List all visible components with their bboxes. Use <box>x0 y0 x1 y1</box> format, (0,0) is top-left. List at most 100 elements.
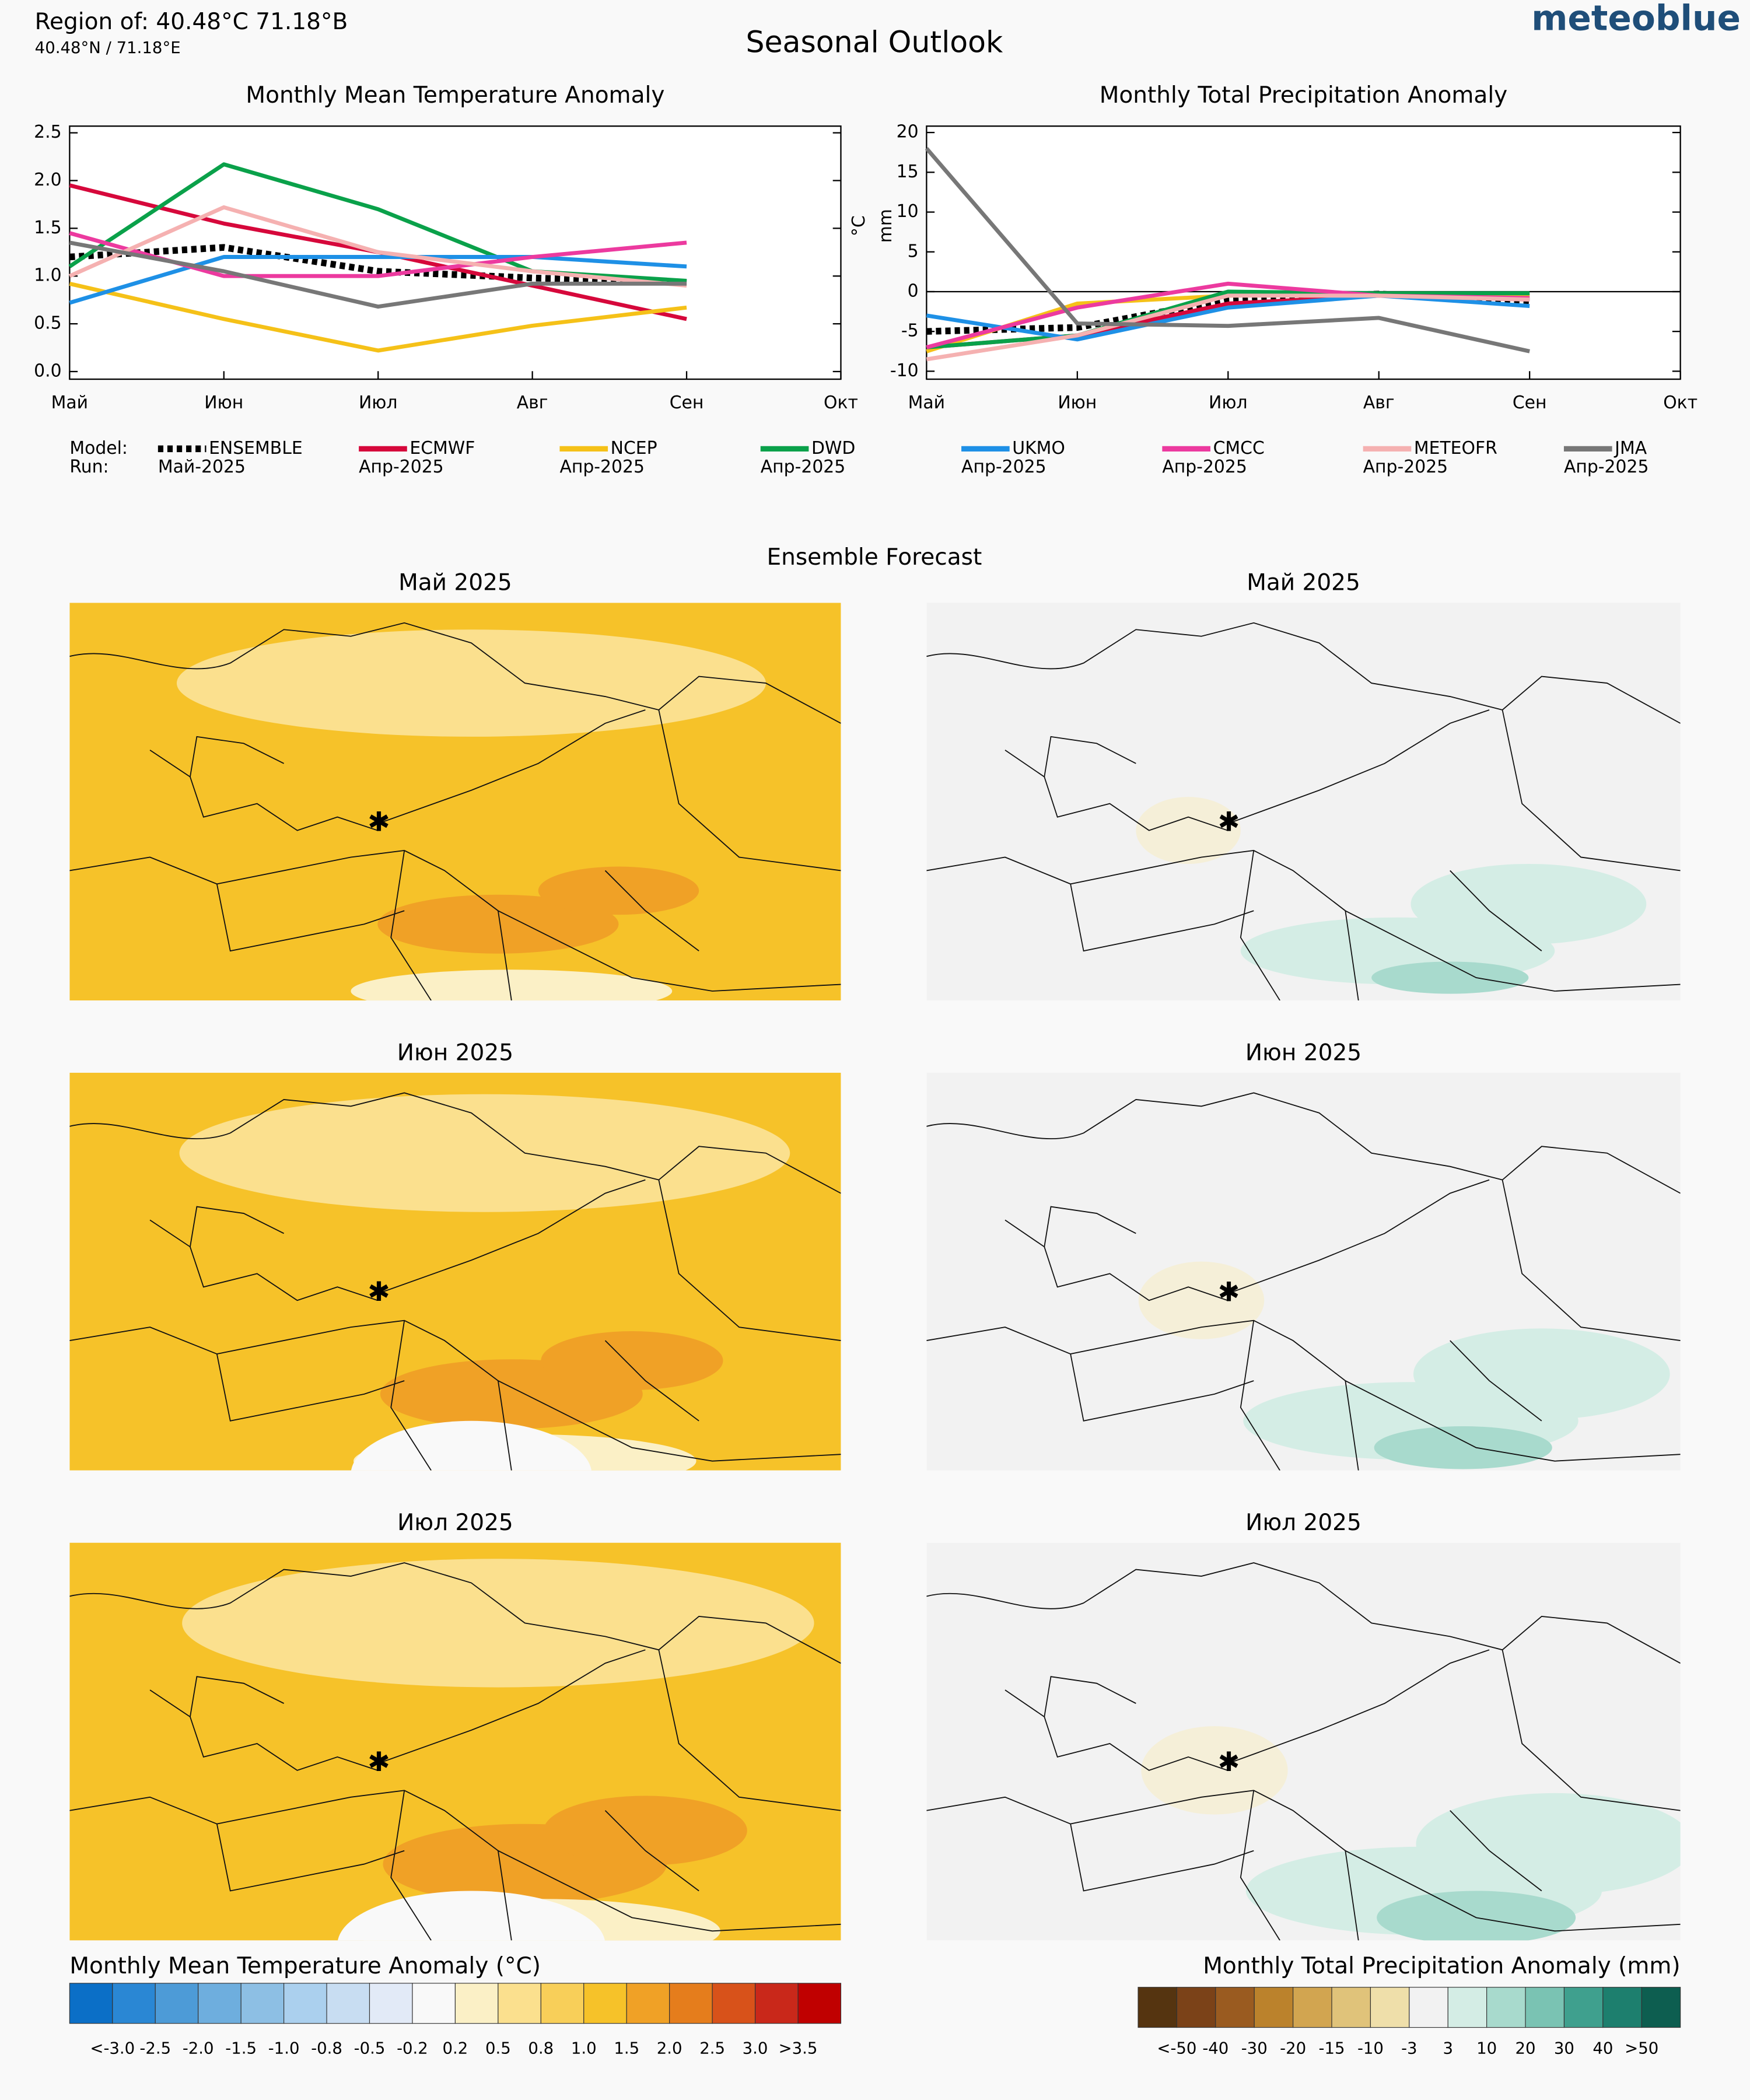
map-patch <box>538 866 699 915</box>
map-title: Июн 2025 <box>397 1040 513 1066</box>
colorbar-box <box>284 1983 327 2024</box>
colorbar-label: >3.5 <box>779 2039 818 2057</box>
legend-label: Run: <box>69 457 108 477</box>
chart-title: Monthly Mean Temperature Anomaly <box>246 82 664 108</box>
map-border <box>1070 1353 1254 1422</box>
series-line <box>68 205 687 288</box>
colorbar-label: 0.2 <box>443 2039 468 2057</box>
map-border <box>1240 1320 1280 1471</box>
colorbar-label: -40 <box>1202 2039 1228 2057</box>
map-patch <box>543 1796 747 1866</box>
y-tick-label: 0 <box>908 281 919 301</box>
colorbar-box <box>1176 1987 1216 2028</box>
map-border <box>1070 884 1254 952</box>
colorbar-box <box>1486 1987 1526 2028</box>
colorbar-label: -15 <box>1319 2039 1345 2057</box>
map-border <box>1044 736 1136 777</box>
series-line <box>69 240 687 309</box>
colorbar-box <box>1602 1987 1642 2028</box>
colorbar-label: 0.8 <box>528 2039 554 2057</box>
x-tick-label: Июн <box>204 393 243 413</box>
colorbar-box <box>1409 1987 1448 2028</box>
chart-title: Monthly Total Precipitation Anomaly <box>1100 82 1508 108</box>
y-tick-label: 15 <box>897 162 919 182</box>
map-title: Май 2025 <box>1247 570 1360 596</box>
map-border <box>377 1649 646 1765</box>
colorbar-box <box>1525 1987 1565 2028</box>
map-patch <box>1371 961 1529 994</box>
colorbar-label: <-3.0 <box>90 2039 135 2057</box>
map-marker: ✱ <box>368 1276 390 1307</box>
map-patch <box>1377 1891 1576 1941</box>
y-tick-label: 2.5 <box>34 122 61 142</box>
map-border <box>190 736 285 777</box>
region-coords: 40.48°N / 71.18°E <box>35 38 181 57</box>
map-border <box>69 1320 841 1462</box>
x-tick-label: Июн <box>1058 393 1097 413</box>
colorbar-box <box>1215 1987 1255 2028</box>
map-patch <box>182 1559 814 1688</box>
map-patch <box>338 1891 605 1941</box>
map: ✱ <box>926 603 1681 1001</box>
map-patch <box>351 1420 592 1471</box>
colorbar-box <box>1138 1987 1178 2028</box>
legend-run: Апр-2025 <box>1162 457 1247 477</box>
colorbar-label: 30 <box>1554 2039 1574 2057</box>
x-tick-label: Окт <box>1663 393 1698 413</box>
x-tick-label: Сен <box>1513 393 1547 413</box>
colorbar-box <box>754 1983 799 2024</box>
colorbar-label: -10 <box>1357 2039 1384 2057</box>
map-border <box>1502 709 1681 872</box>
map: ✱ <box>69 603 841 1001</box>
x-tick-label: Окт <box>824 393 858 413</box>
legend-run: Апр-2025 <box>1363 457 1448 477</box>
x-tick-label: Май <box>908 393 945 413</box>
map-border <box>216 1353 405 1422</box>
y-tick-label: 0.0 <box>34 360 61 381</box>
map-patch <box>541 1331 723 1391</box>
colorbar-box <box>540 1983 584 2024</box>
colorbar-box <box>240 1983 285 2024</box>
colorbar-box <box>1447 1987 1488 2028</box>
colorbar-label: -0.8 <box>311 2039 342 2057</box>
map-border <box>658 1180 841 1341</box>
y-tick-label: -5 <box>901 321 919 341</box>
legend-name: NCEP <box>611 438 657 459</box>
map-patch <box>1136 797 1241 864</box>
map-border <box>1044 1206 1136 1247</box>
map-marker: ✱ <box>368 806 390 838</box>
legend-name: ENSEMBLE <box>209 438 303 459</box>
colorbar-label: -1.0 <box>268 2039 300 2057</box>
colorbar-box <box>498 1983 541 2024</box>
map-marker: ✱ <box>1218 1276 1240 1308</box>
page-title: Seasonal Outlook <box>746 25 1003 60</box>
colorbar-box <box>797 1983 842 2024</box>
map-border <box>1450 870 1542 951</box>
legend-label: Model: <box>69 438 128 459</box>
y-tick-label: 0.5 <box>34 313 61 334</box>
map-border <box>926 1790 1681 1932</box>
legend-run: Апр-2025 <box>961 457 1046 477</box>
map-patch <box>377 894 619 954</box>
map-title: Июл 2025 <box>397 1510 513 1536</box>
map-border <box>1502 1180 1681 1341</box>
legend-run: Апр-2025 <box>359 457 444 477</box>
colorbar-box <box>412 1983 456 2024</box>
map-border <box>69 1790 841 1932</box>
map-border <box>1240 850 1280 1001</box>
colorbar-label: 3 <box>1443 2039 1453 2057</box>
map-border <box>377 1179 646 1294</box>
y-axis-label: °C <box>849 215 869 236</box>
map-patch <box>351 970 673 1001</box>
colorbar-label: 0.5 <box>485 2039 511 2057</box>
map-border <box>1070 1824 1254 1892</box>
colorbar-box <box>198 1983 242 2024</box>
map-marker: ✱ <box>1218 1746 1240 1778</box>
map-border <box>1044 1676 1136 1717</box>
colorbar-box <box>669 1983 713 2024</box>
colorbar-label: -2.0 <box>183 2039 214 2057</box>
map-border <box>497 1380 512 1471</box>
x-tick-label: Июл <box>359 393 398 413</box>
map-border <box>497 1850 512 1941</box>
series-line <box>69 255 687 305</box>
